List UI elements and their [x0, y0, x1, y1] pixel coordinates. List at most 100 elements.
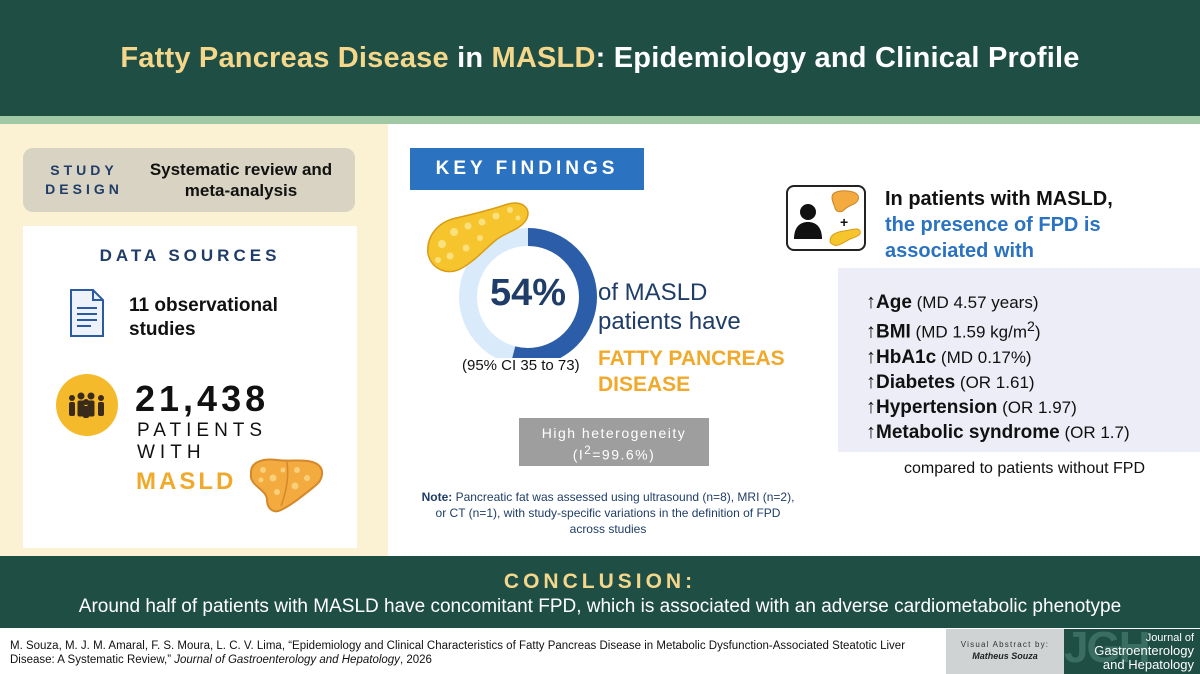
title-text-rest: : Epidemiology and Clinical Profile [595, 41, 1080, 74]
note-text: Pancreatic fat was assessed using ultras… [435, 490, 795, 536]
association-heading-line2: the presence of FPD is [885, 214, 1101, 236]
citation-year: , 2026 [399, 654, 432, 666]
association-item-bmi: ↑BMI (MD 1.59 kg/m2) [866, 315, 1200, 345]
visual-abstract-author: Matheus Souza [972, 651, 1038, 661]
comparison-note: compared to patients without FPD [904, 460, 1146, 477]
study-design-label-line1: STUDY [50, 162, 118, 178]
document-icon [70, 289, 104, 337]
study-design-label: STUDY DESIGN [23, 161, 141, 199]
up-arrow-icon: ↑ [866, 370, 876, 393]
key-findings-title: KEY FINDINGS [435, 158, 619, 179]
up-arrow-icon: ↑ [866, 291, 876, 313]
study-design-value-line2: meta-analysis [184, 181, 298, 200]
journal-logo: JGH Journal of Gastroenterology and Hepa… [1064, 629, 1200, 674]
left-panel: STUDY DESIGN Systematic review and meta-… [0, 124, 388, 556]
heterogeneity-prefix: (I [572, 446, 585, 463]
journal-name-line2: Gastroenterology [1094, 643, 1194, 658]
patients-count: 21,438 [135, 378, 270, 419]
association-term: Age [876, 292, 912, 313]
patients-label-line1: PATIENTS [137, 420, 268, 441]
association-item-metabolic-syndrome: ↑Metabolic syndrome (OR 1.7) [866, 420, 1200, 445]
journal-name: Journal of Gastroenterology and Hepatolo… [1094, 632, 1194, 672]
title-highlight-fpd: Fatty Pancreas Disease [120, 41, 449, 74]
association-term: BMI [876, 321, 911, 343]
association-item-hba1c: ↑HbA1c (MD 0.17%) [866, 345, 1200, 370]
heterogeneity-line2: (I2=99.6%) [519, 442, 709, 464]
association-heading-line1: In patients with MASLD, [885, 188, 1113, 210]
study-design-box: STUDY DESIGN Systematic review and meta-… [23, 148, 355, 212]
divider-strip [0, 116, 1200, 124]
heterogeneity-badge: High heterogeneity (I2=99.6%) [519, 418, 709, 466]
study-design-label-line2: DESIGN [45, 181, 123, 197]
association-heading: In patients with MASLD, the presence of … [885, 186, 1185, 264]
up-arrow-icon: ↑ [866, 345, 876, 368]
donut-arc [459, 228, 597, 358]
association-detail: (OR 1.7) [1059, 422, 1130, 442]
association-detail-sup: 2 [1027, 319, 1035, 335]
methods-note: Note: Pancreatic fat was assessed using … [420, 489, 796, 537]
association-detail: (OR 1.61) [955, 372, 1035, 392]
journal-logo-mark: JGH [1064, 629, 1150, 672]
patients-label-line2: WITH [137, 442, 206, 463]
visual-abstract-title: Visual Abstract by: [960, 640, 1050, 649]
up-arrow-icon: ↑ [866, 420, 876, 443]
association-detail: (MD 1.59 kg/m [910, 322, 1028, 342]
heterogeneity-sup: 2 [584, 444, 593, 457]
conclusion-band [0, 556, 1200, 628]
conclusion-text: Around half of patients with MASLD have … [78, 596, 1122, 617]
association-detail: (OR 1.97) [997, 397, 1077, 417]
association-term: Metabolic syndrome [876, 421, 1060, 443]
study-design-value-line1: Systematic review and [149, 160, 333, 179]
fpd-label-line1: FATTY PANCREAS [598, 347, 785, 370]
studies-count-line1: 11 observational [129, 295, 278, 316]
patient-icon: + [786, 185, 866, 251]
patients-label: PATIENTS WITH [137, 420, 297, 464]
journal-name-line3: and Hepatology [1102, 657, 1194, 672]
association-detail: (MD 4.57 years) [911, 293, 1039, 312]
studies-count: 11 observational studies [129, 294, 329, 342]
association-item-hypertension: ↑Hypertension (OR 1.97) [866, 395, 1200, 420]
association-term: Diabetes [876, 371, 956, 393]
association-heading-line3: associated with [885, 240, 1034, 262]
studies-count-line2: studies [129, 319, 196, 340]
key-findings-banner: KEY FINDINGS [410, 148, 644, 190]
masld-label: MASLD [136, 468, 237, 495]
prevalence-text-line1: of MASLD [598, 279, 708, 306]
up-arrow-icon: ↑ [866, 320, 876, 343]
note-label: Note: [421, 490, 453, 504]
heterogeneity-line1: High heterogeneity [541, 425, 687, 441]
association-term: HbA1c [876, 346, 937, 368]
liver-icon [249, 458, 323, 513]
confidence-interval: (95% CI 35 to 73) [462, 357, 580, 374]
association-item-age: ↑Age (MD 4.57 years) [866, 290, 1200, 315]
prevalence-donut [427, 202, 597, 358]
up-arrow-icon: ↑ [866, 395, 876, 418]
conclusion-title: CONCLUSION: [503, 570, 697, 593]
svg-text:+: + [840, 214, 848, 230]
prevalence-value: 54% [489, 272, 567, 314]
association-term: Hypertension [876, 396, 998, 418]
title-highlight-masld: MASLD [491, 41, 596, 74]
association-detail: (MD 0.17%) [936, 347, 1032, 367]
pancreas-icon [427, 202, 529, 273]
citation: M. Souza, M. J. M. Amaral, F. S. Moura, … [10, 639, 930, 667]
data-sources-box: DATA SOURCES 11 observational studies [23, 226, 357, 548]
fpd-label-line2: DISEASE [598, 373, 691, 396]
title-text-in: in [448, 41, 492, 74]
prevalence-text: of MASLD patients have [598, 278, 798, 336]
association-item-diabetes: ↑Diabetes (OR 1.61) [866, 370, 1200, 395]
header: Fatty Pancreas Disease in MASLD: Epidemi… [0, 0, 1200, 116]
study-design-value: Systematic review and meta-analysis [141, 159, 341, 201]
people-group-icon [56, 374, 118, 436]
association-list: ↑Age (MD 4.57 years) ↑BMI (MD 1.59 kg/m2… [838, 268, 1200, 452]
prevalence-text-line2: patients have [598, 308, 741, 335]
fpd-label: FATTY PANCREAS DISEASE [598, 346, 818, 398]
citation-journal: Journal of Gastroenterology and Hepatolo… [174, 654, 400, 666]
citation-authors-title: M. Souza, M. J. M. Amaral, F. S. Moura, … [10, 640, 906, 666]
page-title: Fatty Pancreas Disease in MASLD: Epidemi… [120, 42, 1079, 75]
visual-abstract-credit: Visual Abstract by: Matheus Souza [946, 629, 1064, 674]
journal-name-line1: Journal of [1145, 632, 1194, 644]
heterogeneity-suffix: =99.6%) [592, 446, 656, 463]
association-detail-end: ) [1034, 322, 1041, 342]
data-sources-title: DATA SOURCES [99, 246, 281, 265]
